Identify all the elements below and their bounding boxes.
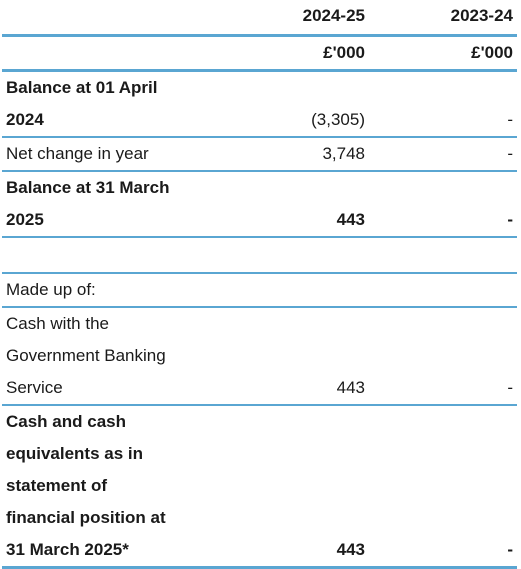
value-current: 443 [195,307,369,406]
value-current: (3,305) [195,70,369,138]
spacer-cell [369,237,517,274]
empty-cell [369,273,517,308]
label-line: Balance at 31 March [6,178,170,197]
row-gbs-cash: Cash with the Government Banking Service… [2,307,517,406]
value-current: 443 [195,405,369,569]
label-line: statement of [6,476,108,495]
value-prior: - [369,405,517,569]
value-current: 443 [195,171,369,238]
header-year-prior: 2023-24 [369,0,517,37]
row-cash-total: Cash and cash equivalents as in statemen… [2,405,517,569]
header-row-years: 2024-25 2023-24 [2,0,517,37]
label-line: financial position at [6,508,166,527]
row-label: Made up of: [2,273,195,308]
row-label: Cash and cash equivalents as in statemen… [2,405,195,569]
header-blank-cell [2,35,195,72]
label-line: Cash and cash [6,412,126,431]
row-label: Cash with the Government Banking Service [2,307,195,406]
header-unit-current: £'000 [195,35,369,72]
label-line: 31 March 2025* [6,540,129,559]
row-net-change: Net change in year 3,748 - [2,137,517,172]
row-label: Balance at 01 April 2024 [2,70,195,138]
spacer-cell [2,237,195,274]
header-blank-cell [2,0,195,37]
value-current: 3,748 [195,137,369,172]
label-line: Cash with the [6,314,109,333]
row-spacer [2,237,517,274]
value-prior: - [369,307,517,406]
header-unit-prior: £'000 [369,35,517,72]
header-row-units: £'000 £'000 [2,35,517,72]
label-line: 2024 [6,110,44,129]
label-line: Service [6,378,63,397]
label-line: equivalents as in [6,444,143,463]
value-prior: - [369,171,517,238]
label-line: 2025 [6,210,44,229]
spacer-cell [195,237,369,274]
row-label: Net change in year [2,137,195,172]
row-label: Balance at 31 March 2025 [2,171,195,238]
row-made-up-of: Made up of: [2,273,517,308]
label-line: Government Banking [6,346,166,365]
label-line: Balance at 01 April [6,78,158,97]
value-prior: - [369,70,517,138]
header-year-current: 2024-25 [195,0,369,37]
empty-cell [195,273,369,308]
row-balance-close: Balance at 31 March 2025 443 - [2,171,517,238]
row-balance-open: Balance at 01 April 2024 (3,305) - [2,70,517,138]
value-prior: - [369,137,517,172]
